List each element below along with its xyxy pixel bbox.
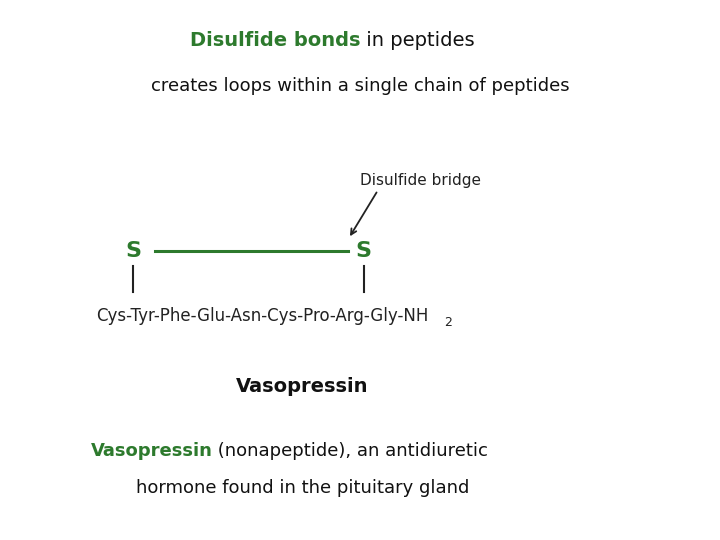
Text: in peptides: in peptides — [360, 31, 474, 50]
Text: Vasopressin: Vasopressin — [91, 442, 212, 460]
Text: Disulfide bonds: Disulfide bonds — [189, 31, 360, 50]
Text: Disulfide bridge: Disulfide bridge — [360, 173, 481, 188]
Text: Vasopressin: Vasopressin — [236, 376, 369, 396]
Text: S: S — [356, 241, 372, 261]
Text: creates loops within a single chain of peptides: creates loops within a single chain of p… — [150, 77, 570, 96]
Text: hormone found in the pituitary gland: hormone found in the pituitary gland — [135, 478, 469, 497]
Text: (nonapeptide), an antidiuretic: (nonapeptide), an antidiuretic — [212, 442, 488, 460]
Text: Cys-Tyr-Phe-Glu-Asn-Cys-Pro-Arg-Gly-NH: Cys-Tyr-Phe-Glu-Asn-Cys-Pro-Arg-Gly-NH — [96, 307, 429, 325]
Text: S: S — [125, 241, 141, 261]
Text: 2: 2 — [444, 316, 452, 329]
